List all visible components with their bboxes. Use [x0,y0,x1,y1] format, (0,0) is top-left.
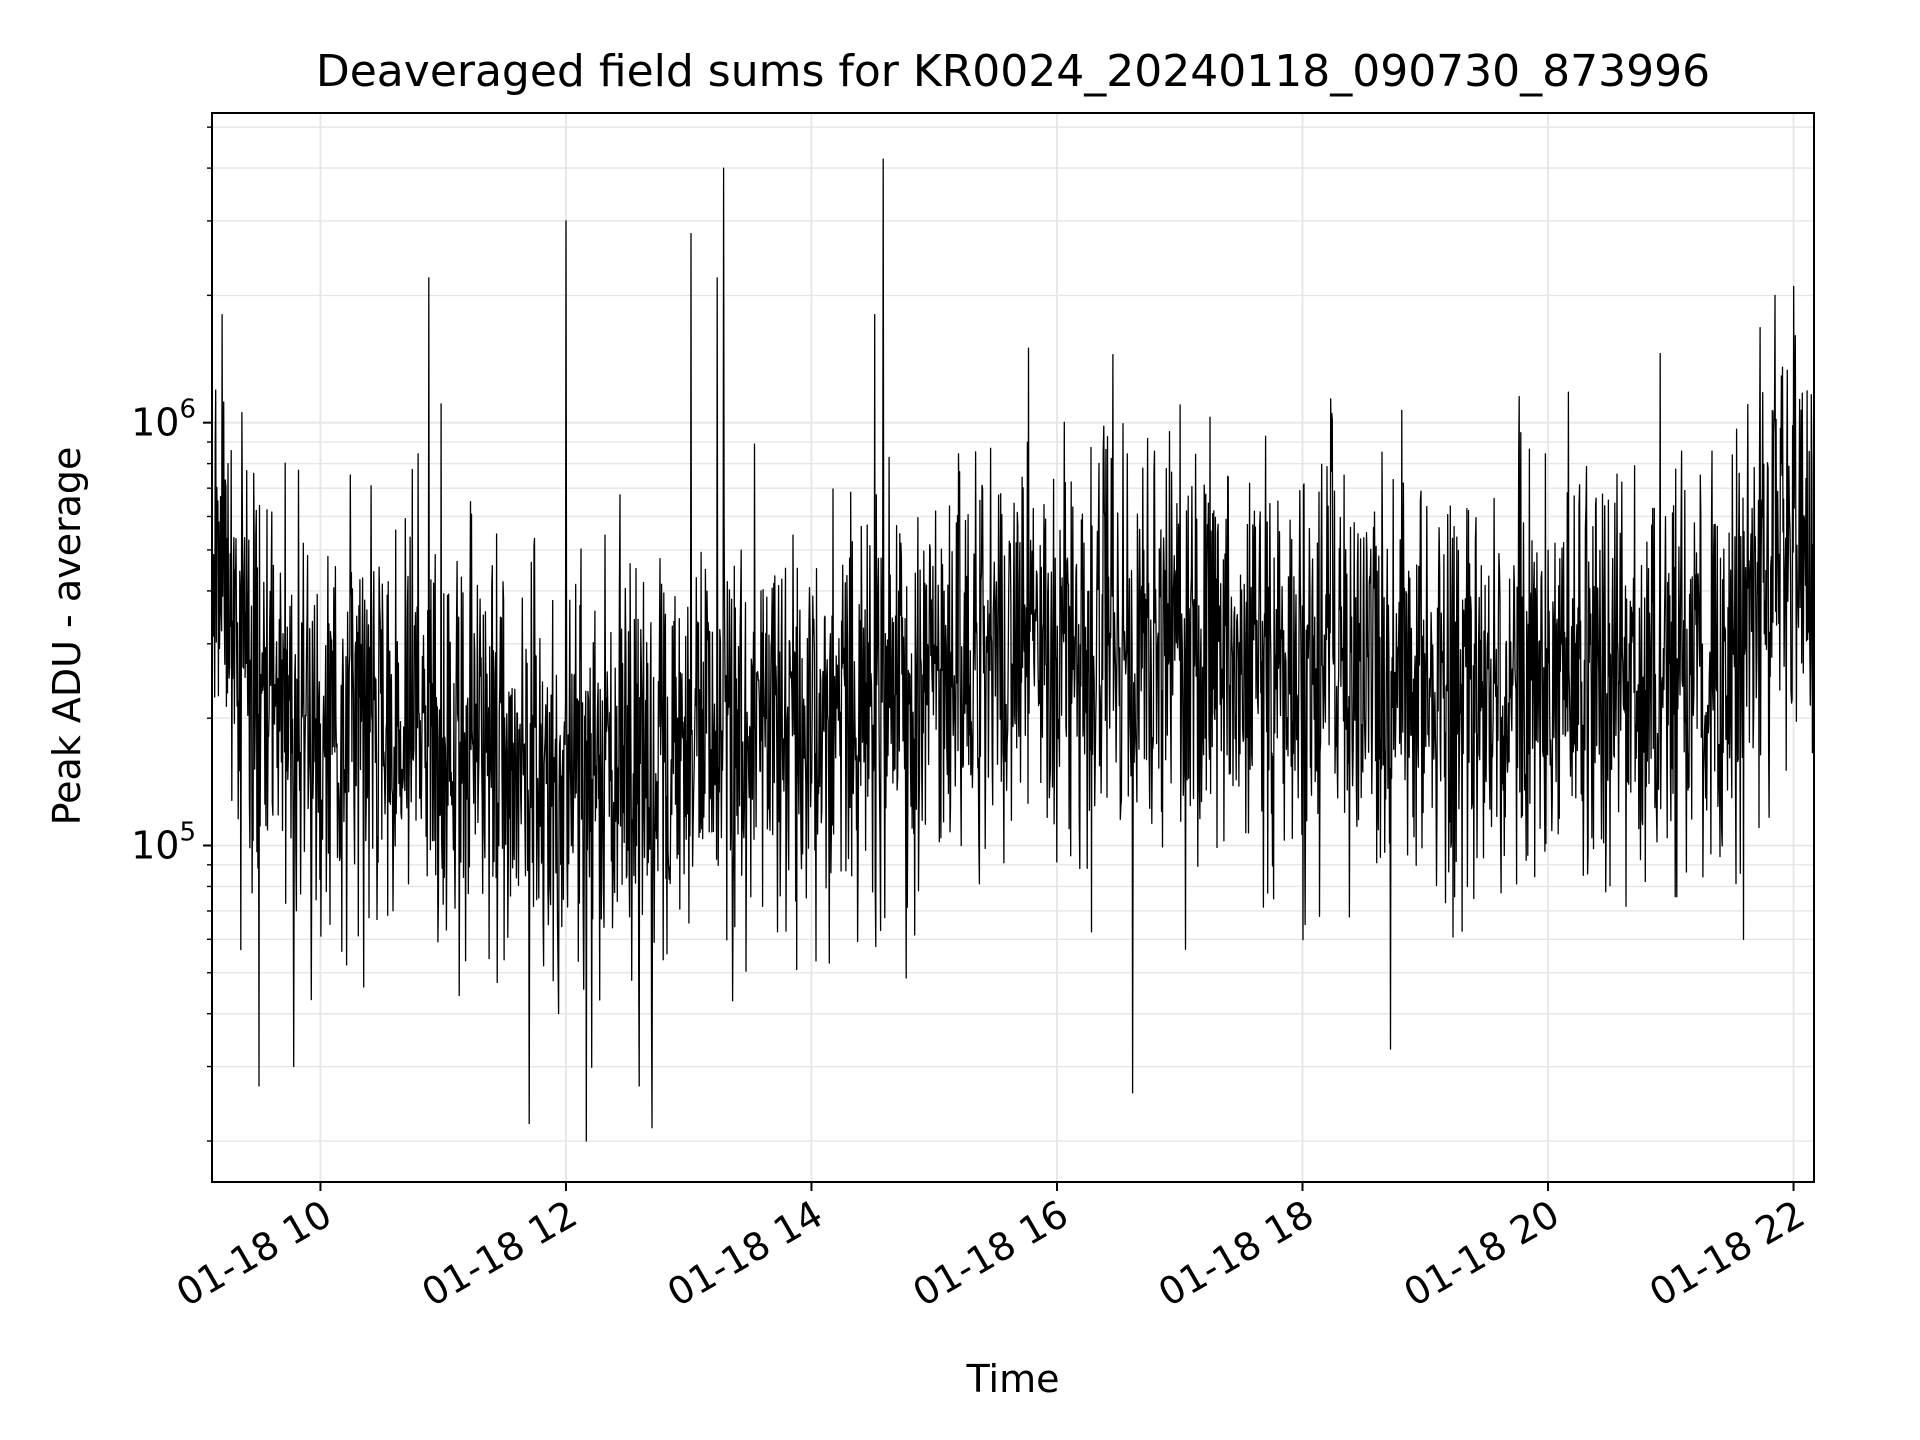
x-tick-label: 01-18 12 [414,1192,584,1316]
x-tick-label: 01-18 14 [660,1192,830,1316]
x-tick-label: 01-18 18 [1151,1192,1321,1316]
x-axis-label: Time [966,1357,1060,1401]
x-tick-label: 01-18 10 [169,1192,339,1316]
y-axis-label: Peak ADU - average [45,447,89,826]
y-tick-label: 105 [131,817,196,867]
grid-lines [212,113,1814,1182]
y-axis-ticks: 105 106 [131,126,212,1142]
x-axis-ticks: 01-18 10 01-18 12 01-18 14 01-18 16 01-18 18… [169,1182,1812,1315]
chart-title: Deaveraged field sums for KR0024_2024011… [316,46,1710,97]
plot-frame [211,112,1815,1183]
y-tick-label: 106 [131,395,196,445]
x-tick-label: 01-18 22 [1642,1192,1812,1316]
x-tick-label: 01-18 20 [1397,1192,1567,1316]
series-line [211,158,1815,1142]
x-tick-label: 01-18 16 [906,1192,1076,1316]
series-group [211,158,1815,1142]
